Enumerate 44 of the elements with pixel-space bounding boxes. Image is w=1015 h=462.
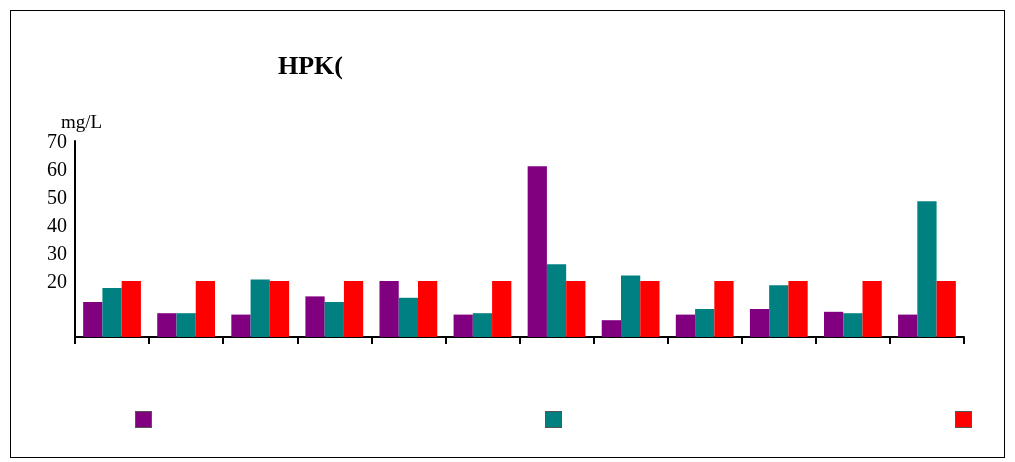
bar xyxy=(936,281,956,337)
bar xyxy=(843,313,863,337)
bar xyxy=(862,281,882,337)
bar xyxy=(305,296,325,337)
bar xyxy=(398,297,419,337)
chart-title: HPK( xyxy=(278,50,343,80)
bar xyxy=(176,313,196,337)
y-tick-label: 40 xyxy=(47,214,67,236)
bar xyxy=(121,281,141,337)
bar xyxy=(601,320,621,337)
bar xyxy=(620,275,641,337)
bar xyxy=(823,311,844,337)
bar xyxy=(157,313,177,337)
bar xyxy=(195,281,216,337)
bar xyxy=(231,314,251,337)
bar xyxy=(418,281,438,337)
y-tick-label: 50 xyxy=(47,186,67,208)
bar xyxy=(472,313,493,337)
bar xyxy=(83,302,103,337)
bar xyxy=(749,309,770,337)
bar xyxy=(714,281,734,337)
bar xyxy=(898,314,918,337)
y-tick-label: 60 xyxy=(47,158,67,180)
bar xyxy=(769,285,789,337)
bar xyxy=(250,279,270,337)
bar xyxy=(102,288,122,337)
y-tick-label: 30 xyxy=(47,242,67,264)
bar xyxy=(788,281,808,337)
bar xyxy=(675,314,696,337)
bar xyxy=(566,281,586,337)
y-tick-label: 70 xyxy=(47,130,67,152)
bar xyxy=(546,264,567,337)
bar xyxy=(453,314,473,337)
bar xyxy=(695,309,715,337)
bar xyxy=(492,281,512,337)
y-axis-title: mg/L xyxy=(61,111,103,133)
bar xyxy=(640,281,660,337)
bar xyxy=(324,302,344,337)
bar xyxy=(343,281,364,337)
y-tick-label: 20 xyxy=(47,270,67,292)
bar xyxy=(527,166,547,337)
bar xyxy=(379,281,399,337)
bar xyxy=(917,201,937,337)
bar xyxy=(269,281,290,337)
